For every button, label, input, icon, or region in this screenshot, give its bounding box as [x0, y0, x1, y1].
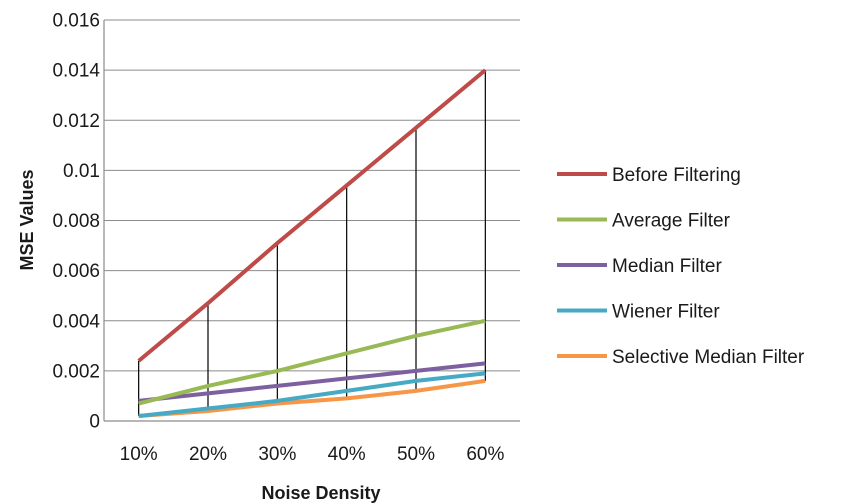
- gridlines: [104, 19, 520, 422]
- x-tick-label: 20%: [189, 444, 227, 465]
- y-tick-label: 0.008: [52, 211, 100, 232]
- series: [137, 68, 487, 418]
- y-tick-label: 0.014: [52, 61, 100, 82]
- y-tick-label: 0.01: [63, 161, 100, 182]
- y-tick-label: 0: [89, 412, 100, 433]
- y-axis-title: MSE Values: [17, 169, 37, 270]
- legend-label: Selective Median Filter: [612, 347, 805, 368]
- legend: Before Filtering Average Filter Median Fil…: [557, 165, 805, 368]
- y-tick-label: 0.016: [52, 11, 100, 32]
- x-tick-label: 10%: [120, 444, 158, 465]
- x-tick-label: 40%: [328, 444, 366, 465]
- y-tick-label: 0.006: [52, 261, 100, 282]
- x-tick-label: 30%: [258, 444, 296, 465]
- series-line-average-filter: [138, 318, 486, 406]
- series-line-wiener-filter: [138, 371, 486, 418]
- series-line-before-filtering: [137, 68, 487, 363]
- y-tick-label: 0.002: [52, 361, 100, 382]
- legend-item: Average Filter: [557, 211, 731, 232]
- legend-label: Median Filter: [612, 256, 722, 277]
- series-line-median-filter: [138, 361, 486, 403]
- legend-label: Before Filtering: [612, 165, 741, 186]
- y-tick-labels: 0 0.002 0.004 0.006 0.008 0.01 0.012 0.014 0.016: [52, 11, 100, 433]
- y-tick-label: 0.012: [52, 111, 100, 132]
- legend-label: Average Filter: [612, 211, 731, 232]
- legend-item: Before Filtering: [557, 165, 741, 186]
- x-tick-label: 50%: [397, 444, 435, 465]
- x-axis-title: Noise Density: [261, 483, 380, 503]
- legend-item: Wiener Filter: [557, 302, 720, 323]
- x-tick-labels: 10% 20% 30% 40% 50% 60%: [120, 444, 505, 465]
- legend-item: Median Filter: [557, 256, 722, 277]
- y-tick-label: 0.004: [52, 311, 100, 332]
- series-line-selective-median-filter: [138, 378, 486, 418]
- legend-label: Wiener Filter: [612, 302, 720, 323]
- legend-item: Selective Median Filter: [557, 347, 805, 368]
- x-tick-label: 60%: [466, 444, 504, 465]
- axes: [103, 20, 520, 422]
